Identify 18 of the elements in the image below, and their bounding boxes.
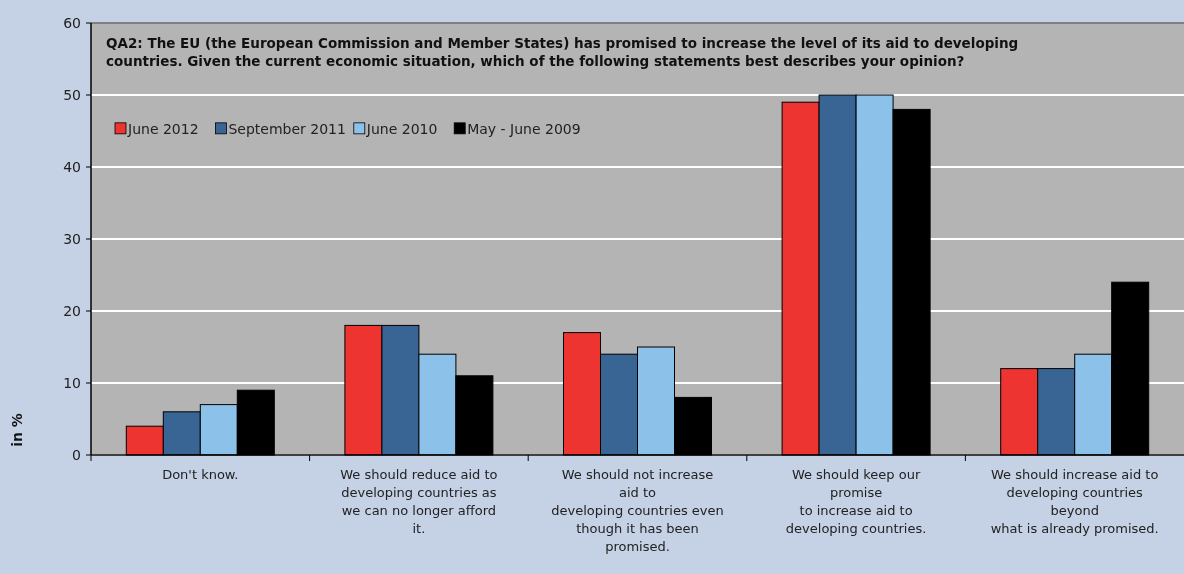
x-tick-label: We should not increase aid to developing countries even though it has been promised. (551, 467, 724, 554)
y-tick-label: 40 (63, 158, 81, 175)
y-tick-label: 60 (63, 14, 81, 31)
y-tick-label: 30 (63, 230, 81, 247)
x-tick-label: We should keep our promise to increase aid to developing countries. (785, 467, 927, 536)
y-tick-label: 20 (63, 302, 81, 319)
x-tick-label: We should reduce aid to developing countries as we can no longer afford it. (340, 467, 498, 536)
x-tick-label: We should increase aid to developing countries beyond what is already promised. (990, 467, 1159, 536)
legend-label: September 2011 (228, 120, 346, 137)
y-axis-title: in % (9, 413, 25, 447)
y-tick-label: 0 (72, 446, 81, 463)
legend-label: June 2010 (365, 120, 438, 137)
x-tick-label: Don't know. (162, 467, 239, 482)
text: QA2: The EU (the European Commission and Member States) has promised to increase the level of its aid to developing countries. Given the current economic situation, which of the following statements best describes your opinion? (106, 35, 1019, 69)
y-tick-label: 50 (63, 86, 81, 103)
y-tick-label: 10 (63, 374, 81, 391)
legend-label: May - June 2009 (467, 120, 581, 137)
legend-label: June 2012 (127, 120, 199, 137)
